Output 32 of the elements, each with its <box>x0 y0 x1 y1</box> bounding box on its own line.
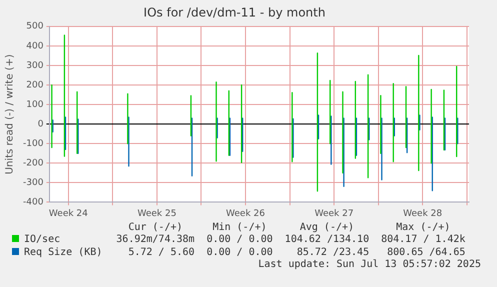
text: 5.72 / 5.60 <box>127 246 196 259</box>
y-tick-label: -400 <box>22 198 44 208</box>
text: 804.17 / 1.42k <box>380 233 466 246</box>
y-tick-label: 400 <box>26 41 44 52</box>
y-axis-title: Units read (-) / write (+) <box>4 54 16 174</box>
y-tick-label: 100 <box>26 100 44 110</box>
y-tick-label: -200 <box>22 158 44 168</box>
text: Max (-/+) <box>395 222 452 233</box>
text: 104.62 /134.10 <box>284 233 370 246</box>
y-tick-label: 300 <box>26 60 44 71</box>
text: 0.00 / 0.00 <box>206 233 274 246</box>
x-tick-label: Week 28 <box>403 208 442 219</box>
legend-label: Req Size (KB) <box>23 246 104 259</box>
text: 85.72 /23.45 <box>296 246 370 259</box>
text: Avg (-/+) <box>298 222 356 233</box>
text: Cur (-/+) <box>127 222 184 233</box>
x-tick-label: Week 24 <box>48 208 88 219</box>
y-tick-label: -300 <box>22 178 44 188</box>
legend-label: IO/sec <box>23 233 62 246</box>
y-tick-label: 0 <box>38 119 44 130</box>
chart-title: IOs for /dev/dm-11 - by month <box>144 5 326 20</box>
y-tick-label: 200 <box>26 80 44 90</box>
x-tick-label: Week 27 <box>314 208 354 219</box>
text: 36.92m/74.38m <box>115 233 196 246</box>
y-tick-label: 500 <box>26 22 44 32</box>
text: 0.00 / 0.00 <box>206 246 274 259</box>
text: 800.65 /64.65 <box>386 246 466 259</box>
y-tick-label: -100 <box>22 138 44 149</box>
x-tick-label: Week 26 <box>226 208 266 219</box>
text: Min (-/+) <box>212 222 268 233</box>
x-tick-label: Week 25 <box>137 208 176 219</box>
text: Last update: Sun Jul 13 05:57:02 2025 <box>257 259 482 270</box>
